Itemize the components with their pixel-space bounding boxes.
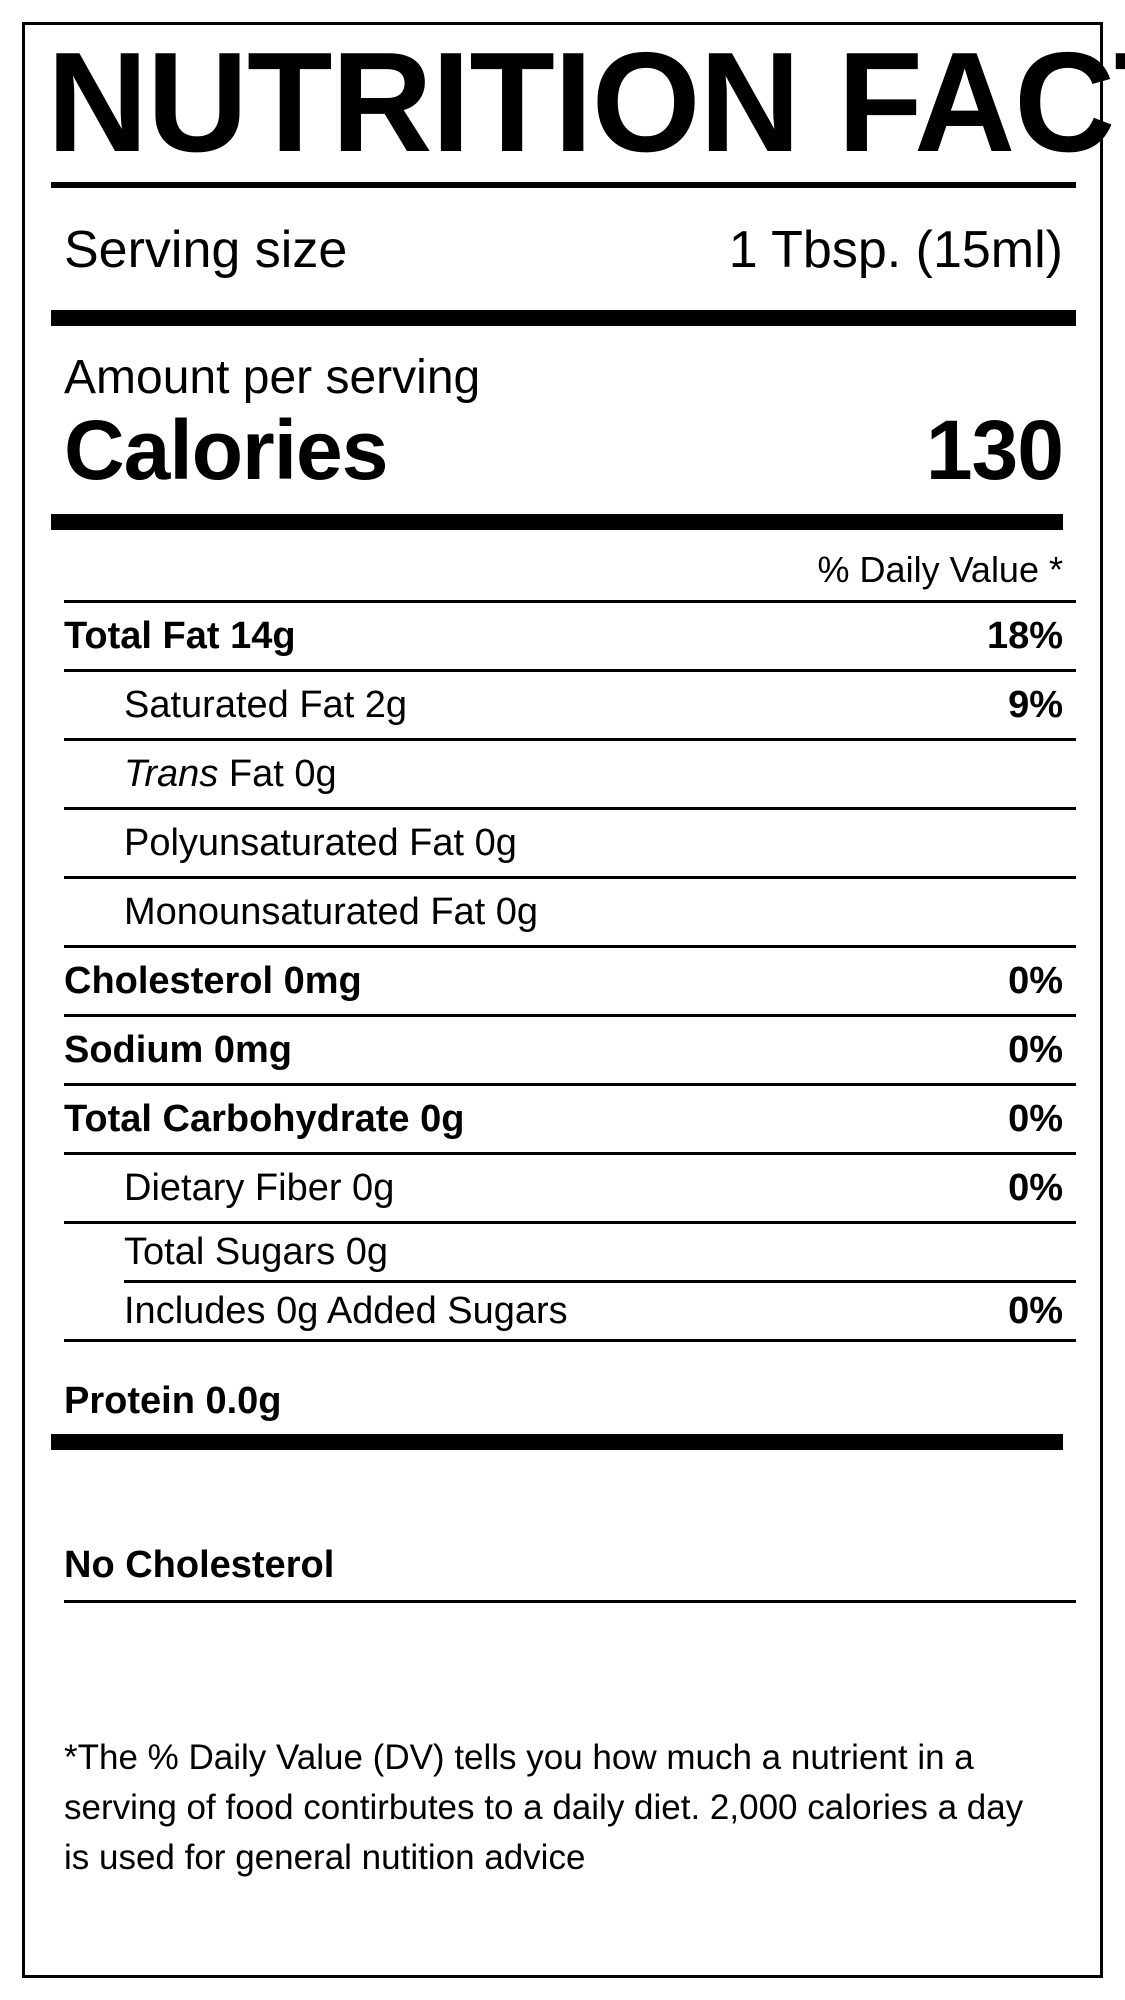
nutrient-name: Includes 0g Added Sugars [124,1290,568,1333]
row-divider [64,738,1076,742]
nutrient-row-total-fat: Total Fat 14g 18% [51,603,1076,669]
nutrient-name: Cholesterol 0mg [64,960,362,1003]
page-title: NUTRITION FACTS [47,23,1125,182]
health-claim: No Cholesterol [64,1544,335,1587]
label-content: NUTRITION FACTS Serving size 1 Tbsp. (15… [47,25,1125,1882]
daily-value-header: % Daily Value * [817,549,1063,591]
calories-label: Calories [64,403,388,498]
nutrient-row-total-sugars: Total Sugars 0g [51,1224,1076,1280]
nutrient-name: Sodium 0mg [64,1029,293,1072]
nutrient-name: Trans Fat 0g [124,755,337,793]
nutrient-dv: 0% [1008,1167,1063,1210]
amount-per-serving-label: Amount per serving [64,351,481,405]
serving-size-value: 1 Tbsp. (15ml) [728,221,1063,280]
nutrient-name: Polyunsaturated Fat 0g [124,822,517,865]
nutrient-name: Monounsaturated Fat 0g [124,891,539,934]
row-divider [64,1221,1076,1225]
title-divider [51,182,1076,189]
nutrient-row-added-sugars: Includes 0g Added Sugars 0% [51,1283,1076,1339]
row-divider [64,669,1076,673]
nutrient-row-cholesterol: Cholesterol 0mg 0% [51,948,1076,1014]
nutrient-row-total-carbohydrate: Total Carbohydrate 0g 0% [51,1086,1076,1152]
trans-italic-word: Trans [124,753,219,796]
row-divider [64,1083,1076,1087]
trans-rest: Fat 0g [218,753,337,796]
nutrient-name: Protein 0.0g [64,1380,282,1423]
calories-divider-bar [51,514,1063,531]
row-divider [64,1014,1076,1018]
nutrient-dv: 0% [1008,1098,1063,1141]
nutrient-dv: 18% [986,615,1063,658]
row-divider [64,1152,1076,1156]
row-divider [64,600,1076,604]
serving-divider-bar [51,310,1076,327]
nutrient-row-monounsaturated-fat: Monounsaturated Fat 0g [51,879,1076,945]
row-divider [64,807,1076,811]
nutrient-name: Total Sugars 0g [124,1231,389,1274]
daily-value-footnote: *The % Daily Value (DV) tells you how mu… [64,1738,1024,1877]
calories-value: 130 [925,403,1064,498]
nutrient-name: Dietary Fiber 0g [124,1167,395,1210]
row-divider [64,945,1076,949]
nutrient-row-sodium: Sodium 0mg 0% [51,1017,1076,1083]
nutrient-name: Total Fat 14g [64,615,296,658]
nutrient-dv: 9% [1008,684,1063,727]
nutrient-row-polyunsaturated-fat: Polyunsaturated Fat 0g [51,810,1076,876]
row-divider [64,876,1076,880]
row-divider-indented [124,1280,1076,1284]
calories-row: Calories 130 [51,402,1076,514]
nutrition-facts-label: NUTRITION FACTS Serving size 1 Tbsp. (15… [22,22,1125,1978]
serving-size-label: Serving size [64,221,348,280]
nutrient-row-trans-fat: Trans Fat 0g [51,741,1076,807]
nutrient-name: Total Carbohydrate 0g [64,1098,465,1141]
protein-divider-bar [51,1434,1063,1451]
nutrient-row-protein: Protein 0.0g [51,1342,1076,1434]
nutrient-name: Saturated Fat 2g [124,684,408,727]
row-divider [64,1339,1076,1343]
nutrient-dv: 0% [1008,1290,1063,1333]
claim-divider [64,1600,1076,1604]
serving-size-row: Serving size 1 Tbsp. (15ml) [51,188,1076,310]
nutrient-row-saturated-fat: Saturated Fat 2g 9% [51,672,1076,738]
nutrient-dv: 0% [1008,960,1063,1003]
nutrient-row-dietary-fiber: Dietary Fiber 0g 0% [51,1155,1076,1221]
nutrient-dv: 0% [1008,1029,1063,1072]
